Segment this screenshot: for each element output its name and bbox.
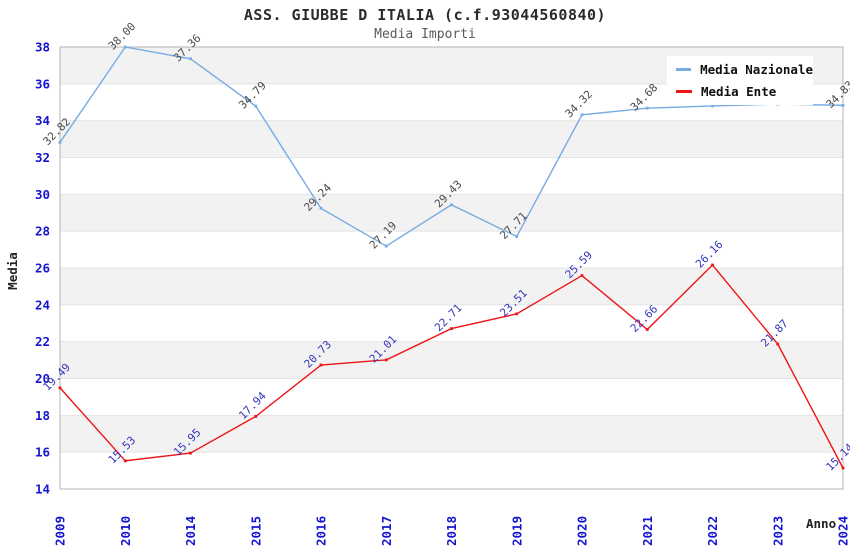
- band: [60, 194, 843, 232]
- band: [60, 341, 843, 379]
- chart-title: ASS. GIUBBE D ITALIA (c.f.93044560840): [243, 6, 607, 24]
- legend: Media Nazionale Media Ente: [667, 56, 813, 105]
- data-point: [254, 415, 258, 418]
- data-label: 34.32: [563, 88, 596, 121]
- x-tick-label: 2014: [183, 516, 198, 546]
- x-tick-label: 2023: [770, 516, 785, 546]
- data-point: [580, 274, 584, 277]
- x-tick-label: 2017: [379, 516, 394, 546]
- band: [60, 120, 843, 158]
- y-tick-label: 18: [35, 408, 50, 423]
- legend-swatch-ente-icon: [676, 89, 692, 93]
- x-tick-label: 2010: [118, 516, 133, 546]
- y-tick-label: 34: [35, 113, 50, 128]
- data-point: [711, 104, 714, 108]
- data-point: [384, 244, 388, 248]
- data-point: [319, 206, 323, 210]
- legend-item-nazionale: Media Nazionale: [676, 62, 813, 77]
- data-point: [711, 263, 714, 267]
- y-tick-label: 16: [35, 445, 50, 460]
- data-point: [189, 57, 192, 61]
- data-point: [384, 358, 388, 362]
- x-tick-label: 2009: [53, 516, 68, 546]
- data-point: [645, 328, 649, 331]
- y-tick-label: 32: [35, 150, 50, 165]
- data-point: [841, 103, 845, 107]
- data-point: [58, 140, 62, 144]
- data-label: 26.16: [693, 238, 726, 271]
- chart-subtitle: Media Importi: [374, 27, 476, 42]
- data-point: [189, 451, 192, 455]
- data-point: [580, 113, 584, 117]
- x-tick-label: 2015: [248, 516, 263, 546]
- legend-swatch-nazionale-icon: [676, 68, 692, 72]
- data-point: [645, 106, 649, 110]
- data-point: [776, 342, 780, 346]
- y-tick-label: 28: [35, 224, 50, 239]
- data-point: [841, 466, 845, 470]
- y-tick-label: 38: [35, 40, 50, 55]
- data-point: [123, 45, 127, 49]
- data-point: [450, 203, 453, 207]
- band: [60, 415, 843, 453]
- data-point: [319, 363, 323, 367]
- x-axis-title: Anno: [806, 516, 837, 531]
- data-point: [123, 459, 127, 463]
- y-axis-title: Media: [5, 252, 20, 290]
- data-point: [515, 235, 519, 238]
- x-tick-label: 2018: [444, 516, 459, 546]
- legend-label-ente: Media Ente: [701, 83, 777, 99]
- legend-item-ente: Media Ente: [676, 84, 813, 99]
- x-tick-label: 2019: [509, 516, 524, 546]
- data-point: [450, 327, 453, 330]
- data-label: 22.71: [432, 302, 465, 335]
- data-point: [254, 104, 258, 108]
- y-tick-label: 26: [35, 261, 50, 276]
- band: [60, 268, 843, 305]
- legend-label-nazionale: Media Nazionale: [700, 62, 813, 78]
- y-tick-label: 22: [35, 334, 50, 349]
- x-tick-label: 2021: [640, 516, 655, 546]
- y-tick-label: 36: [35, 76, 50, 91]
- data-point: [58, 386, 62, 390]
- y-tick-label: 24: [35, 297, 50, 312]
- x-tick-label: 2020: [575, 516, 590, 546]
- y-tick-label: 14: [35, 482, 50, 497]
- x-tick-label: 2022: [705, 516, 720, 546]
- data-label: 22.66: [628, 302, 661, 335]
- plot-border: [59, 46, 844, 490]
- y-tick-label: 20: [35, 371, 50, 386]
- x-tick-label: 2016: [314, 516, 329, 546]
- x-tick-label: 2024: [836, 516, 850, 546]
- y-tick-label: 30: [35, 187, 50, 202]
- data-point: [515, 312, 519, 316]
